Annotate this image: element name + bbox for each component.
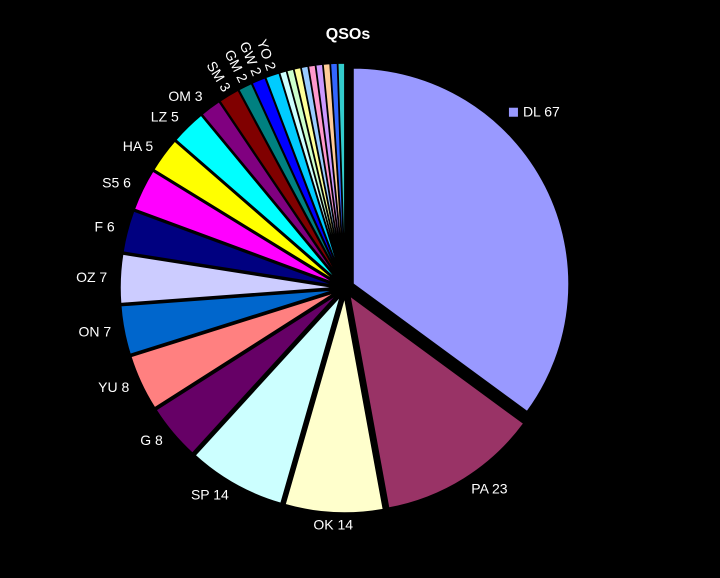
slice-label: OZ 7 [76,269,107,285]
pie-slice [336,62,346,280]
slice-label: F 6 [94,219,114,235]
pie-slice [193,295,342,505]
slice-label: ON 7 [79,323,112,339]
pie-slice [152,139,339,284]
pie-slice [284,296,385,514]
slice-label: SP 14 [191,486,229,502]
slice-label: PA 23 [471,480,508,496]
slice-label: OK 14 [313,516,353,532]
chart-title: QSOs [326,26,371,43]
slice-label: LZ 5 [151,108,179,124]
slice-label: YU 8 [98,379,129,395]
pie-slice [122,209,337,287]
pie-slice [352,67,570,413]
legend-marker [508,107,518,117]
pie-slice [129,291,338,409]
pie-slice [133,169,338,285]
pie-slice [119,288,337,356]
slice-label: DL 67 [523,103,560,119]
pie-slice [200,100,341,282]
slice-label: HA 5 [123,138,154,154]
pie-slice [348,293,525,509]
slice-label: OM 3 [168,88,202,104]
pie-slice [119,253,337,305]
pie-slice [174,114,340,283]
pie-slice [154,293,339,455]
slice-label: G 8 [140,432,163,448]
slice-label: S5 6 [102,175,131,191]
